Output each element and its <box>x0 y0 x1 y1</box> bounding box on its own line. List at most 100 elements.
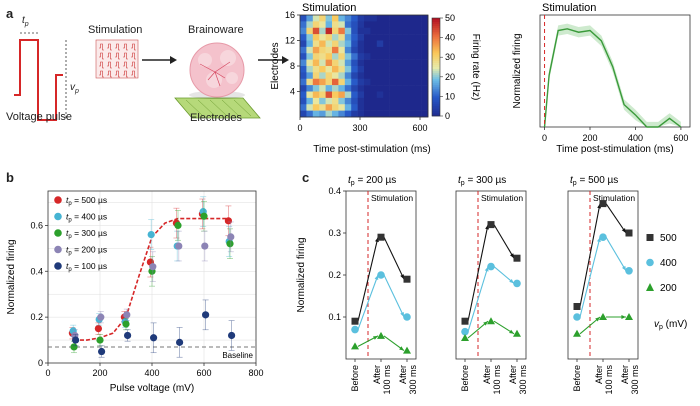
heatmap-cell <box>389 78 397 86</box>
heatmap-cell <box>389 72 397 80</box>
heatmap-cell <box>408 46 416 54</box>
heatmap-cell <box>332 91 339 99</box>
heatmap-cell <box>421 110 429 118</box>
data-point <box>175 242 183 250</box>
heatmap-cell <box>338 40 346 48</box>
heatmap-cell <box>402 53 410 60</box>
trend-arrow <box>605 203 627 234</box>
heatmap-cell <box>325 85 333 92</box>
y-tick-label: 0.6 <box>30 220 43 230</box>
heatmap-cell <box>344 97 352 105</box>
stimulation-cell <box>115 52 120 60</box>
heatmap-cell <box>402 15 410 22</box>
colorbar-segment <box>432 21 440 25</box>
data-point <box>513 254 521 262</box>
heatmap-cell <box>325 104 333 111</box>
arrowhead <box>400 274 404 280</box>
heatmap-cell <box>402 97 410 105</box>
data-point <box>97 313 105 321</box>
data-point <box>351 317 359 325</box>
heatmap-cell <box>300 21 307 29</box>
pulse-voltage-scatter-chart: Baseline 0 200 400 600 800 0 0.2 0.4 0.6 Pulse vol… <box>6 190 264 394</box>
heatmap-cell <box>338 104 346 111</box>
heatmap-cell <box>396 34 403 41</box>
stimulation-cell <box>123 52 128 60</box>
heatmap-cell <box>364 46 371 54</box>
arrowhead <box>509 253 514 259</box>
data-point <box>573 303 581 310</box>
vp-label: vp <box>70 82 79 95</box>
heatmap-cell <box>421 21 429 29</box>
colorbar-segment <box>432 27 440 31</box>
x-tick-label: 600 <box>196 368 211 378</box>
data-point <box>461 327 469 336</box>
x-tick-label: 0 <box>297 123 302 133</box>
heatmap-cell <box>300 53 307 60</box>
heatmap-cell <box>344 27 352 35</box>
colorbar: 50 40 30 20 10 0 Firing rate (Hz) <box>431 13 481 121</box>
heatmap-cell <box>383 21 390 29</box>
heatmap-cell <box>421 34 429 41</box>
heatmap-cell <box>415 110 422 118</box>
legend-label: tp = 300 µs <box>66 228 107 240</box>
arrowhead <box>374 275 379 280</box>
colorbar-segment <box>432 106 440 109</box>
tp-comparison-charts: Normalized firing tp = 200 µs Stimulation B… <box>296 175 687 395</box>
x-tick-label: Before <box>350 365 360 392</box>
heatmap-cell <box>300 59 307 67</box>
arrowhead <box>483 321 488 326</box>
legend-marker <box>54 196 62 204</box>
heatmap-cell <box>402 21 410 29</box>
heatmap-cell <box>408 110 416 118</box>
arrow-icon <box>258 56 289 64</box>
y-tick-label: 16 <box>285 10 295 20</box>
heatmap-cell <box>344 78 352 86</box>
heatmap-cell <box>319 104 326 111</box>
heatmap-title: Stimulation <box>302 2 356 14</box>
heatmap-cell <box>312 27 320 35</box>
trend-arrow <box>467 224 489 322</box>
heatmap-cell <box>306 40 314 48</box>
data-point <box>94 325 102 333</box>
legend-label: tp = 400 µs <box>66 212 107 224</box>
heatmap-cell <box>376 97 384 105</box>
data-point <box>174 221 182 229</box>
heatmap-cell <box>364 97 371 105</box>
heatmap-cell <box>364 53 371 60</box>
data-point <box>461 317 469 325</box>
heatmap-cell <box>383 59 390 67</box>
heatmap-cell <box>325 97 333 105</box>
heatmap-cell <box>415 21 422 29</box>
heatmap-cell <box>421 59 429 67</box>
heatmap-cell <box>306 15 314 22</box>
heatmap-cell <box>421 97 429 105</box>
colorbar-segment <box>432 39 440 42</box>
data-point <box>403 275 411 283</box>
colorbar-segment <box>432 68 440 72</box>
legend-marker <box>54 229 62 237</box>
colorbar-segment <box>432 82 440 85</box>
data-point <box>599 313 607 320</box>
heatmap-cell <box>300 110 307 118</box>
heatmap-cell <box>351 72 358 80</box>
colorbar-segment <box>432 104 440 107</box>
y-tick-label: 8 <box>290 61 295 71</box>
data-point <box>200 212 208 220</box>
x-tick-label: Before <box>572 365 582 392</box>
heatmap-cell <box>370 59 378 67</box>
heatmap-cell <box>383 34 390 41</box>
heatmap-cell <box>364 104 371 111</box>
heatmap-cell <box>351 15 358 22</box>
heatmap-cell <box>370 85 378 92</box>
heatmap-cell <box>351 91 358 99</box>
heatmap-cell <box>376 40 384 48</box>
heatmap-cell <box>306 34 314 41</box>
heatmap-cell <box>383 78 390 86</box>
heatmap-cell <box>383 110 390 118</box>
heatmap-cell <box>389 34 397 41</box>
heatmap-cell <box>383 46 390 54</box>
trend-arrow <box>579 237 601 318</box>
panel-c-ylabel: Normalized firing <box>296 237 307 312</box>
legend-marker <box>54 212 62 221</box>
heatmap-cell <box>389 91 397 99</box>
